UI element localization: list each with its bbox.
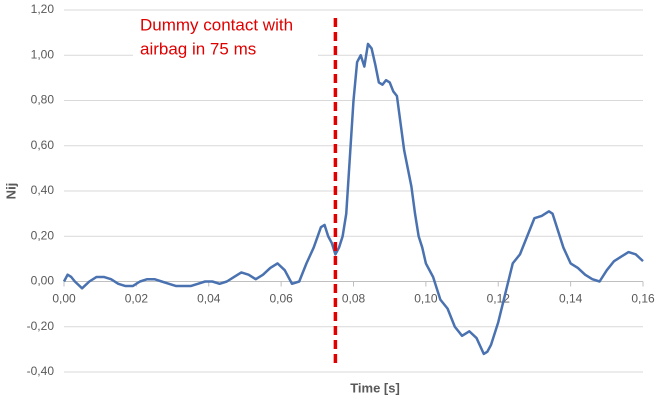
annotation-text: airbag in 75 ms (140, 39, 256, 58)
x-tick-label: 0,12 (487, 292, 511, 306)
y-tick-label: 1,00 (31, 47, 55, 61)
x-tick-label: 0,00 (52, 292, 76, 306)
y-tick-label: 0,40 (31, 183, 55, 197)
annotation-background (133, 12, 318, 62)
annotation-text: Dummy contact with (140, 15, 293, 34)
y-tick-label: -0,40 (27, 364, 55, 378)
y-tick-label: -0,20 (27, 319, 55, 333)
data-line (62, 42, 644, 356)
x-tick-label: 0,10 (414, 292, 438, 306)
x-tick-label: 0,16 (631, 292, 655, 306)
y-tick-label: 0,20 (31, 228, 55, 242)
y-tick-label: 0,00 (31, 274, 55, 288)
y-tick-label: 0,60 (31, 138, 55, 152)
x-tick-label: 0,14 (559, 292, 583, 306)
y-tick-label: 1,20 (31, 2, 55, 16)
x-axis-label: Time [s] (350, 380, 400, 395)
x-tick-label: 0,06 (269, 292, 293, 306)
x-tick-label: 0,04 (197, 292, 221, 306)
x-tick-label: 0,08 (342, 292, 366, 306)
x-tick-label: 0,02 (125, 292, 149, 306)
y-axis-label: Nij (3, 183, 18, 200)
y-tick-label: 0,80 (31, 93, 55, 107)
